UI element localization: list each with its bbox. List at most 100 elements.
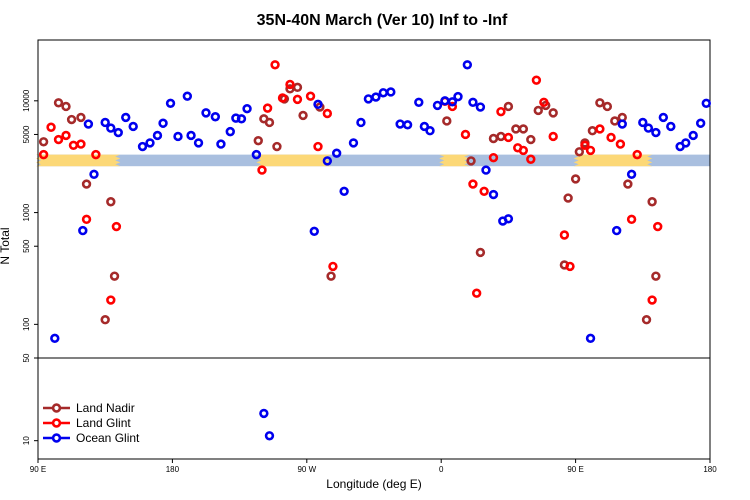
chart-title: 35N-40N March (Ver 10) Inf to -Inf [257,12,508,29]
legend-label: Ocean Glint [76,431,140,445]
point-land-nadir [272,141,282,152]
point-ocean-glint [173,131,183,142]
point-land-glint [305,91,316,101]
point-ocean-glint [666,121,676,132]
point-land-nadir [298,110,308,121]
point-ocean-glint [432,100,443,111]
x-tick-label: 180 [703,465,717,474]
point-ocean-glint [83,119,94,129]
point-land-nadir [38,137,49,147]
point-ocean-glint [264,431,275,441]
point-land-nadir [602,101,613,112]
legend-marker [51,418,62,428]
point-ocean-glint [182,91,193,101]
point-ocean-glint [681,138,691,148]
point-ocean-glint [259,408,269,419]
point-land-glint [503,132,514,143]
point-ocean-glint [453,91,463,102]
point-land-nadir [610,116,620,126]
point-land-glint [585,145,596,156]
point-land-nadir [563,193,573,203]
point-land-nadir [76,112,86,123]
point-land-nadir [253,135,263,146]
point-ocean-glint [440,96,450,106]
point-land-glint [539,97,549,107]
point-land-glint [548,131,558,142]
point-ocean-glint [626,169,637,180]
point-land-glint [647,295,657,305]
point-land-glint [76,139,86,149]
point-land-glint [270,60,280,70]
x-tick-label: 90 E [30,465,46,474]
land-band-segment-1 [36,154,121,167]
point-land-nadir [442,116,452,126]
point-ocean-glint [242,104,252,114]
point-land-nadir [488,133,499,144]
point-land-glint [460,129,471,140]
point-land-nadir [53,98,64,108]
point-land-nadir [570,174,581,184]
point-ocean-glint [348,138,359,148]
point-ocean-glint [152,130,163,141]
point-land-glint [292,94,303,105]
point-land-glint [479,186,489,197]
point-ocean-glint [201,108,211,118]
point-land-nadir [66,114,77,125]
point-land-nadir [574,147,585,157]
point-land-glint [68,140,79,150]
point-land-glint [328,261,338,272]
point-land-glint [559,230,570,240]
legend-label: Land Nadir [76,401,135,415]
point-land-glint [615,139,626,149]
y-tick-label: 1000 [22,203,31,221]
point-ocean-glint [488,189,499,200]
point-land-glint [262,103,273,113]
point-ocean-glint [425,126,435,136]
y-tick-label: 5000 [22,125,31,143]
point-ocean-glint [371,92,381,102]
point-land-glint [531,75,542,85]
point-ocean-glint [701,98,711,109]
point-land-glint [565,261,575,272]
point-ocean-glint [617,119,627,129]
point-land-nadir [100,315,110,325]
point-ocean-glint [137,141,148,152]
point-land-glint [488,152,499,163]
point-land-glint [468,179,478,189]
y-tick-label: 100 [22,317,31,331]
point-land-glint [111,221,122,232]
surface-band [36,154,710,167]
point-ocean-glint [475,102,486,112]
point-ocean-glint [78,225,88,236]
point-ocean-glint [585,333,596,344]
point-ocean-glint [50,333,60,344]
point-land-glint [496,106,506,117]
point-land-nadir [548,108,558,118]
y-tick-label: 500 [22,239,31,253]
x-axis-title: Longitude (deg E) [326,477,421,491]
point-land-nadir [511,124,521,134]
point-ocean-glint [193,138,204,148]
point-ocean-glint [378,88,389,98]
point-land-glint [53,134,64,145]
point-land-nadir [533,105,543,116]
legend-marker [51,403,62,413]
point-ocean-glint [236,114,247,124]
point-land-nadir [647,197,657,207]
ocean-band [38,154,710,167]
point-ocean-glint [386,87,396,97]
land-band-segment-2 [256,154,332,167]
point-land-nadir [109,271,120,281]
y-tick-label: 10000 [22,89,31,112]
point-ocean-glint [106,123,116,133]
land-band-segment-4 [573,154,653,167]
point-land-glint [471,288,482,298]
point-ocean-glint [89,169,99,180]
point-ocean-glint [395,119,405,129]
point-ocean-glint [128,121,138,132]
point-land-glint [313,141,323,152]
point-ocean-glint [402,120,413,130]
point-land-nadir [61,101,71,112]
